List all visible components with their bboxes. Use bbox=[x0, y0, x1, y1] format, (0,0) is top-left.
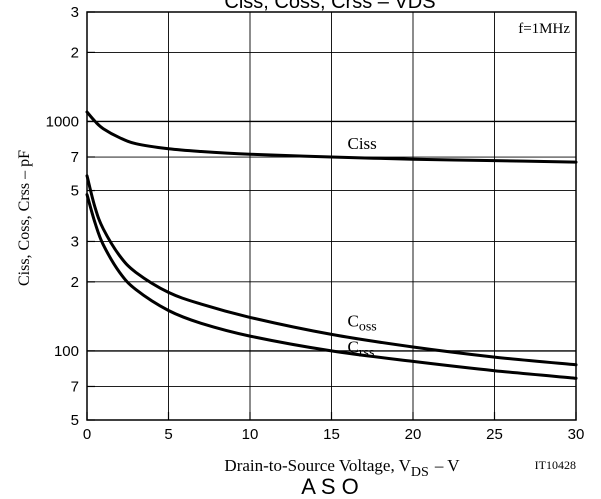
y-tick-label: 2 bbox=[71, 44, 79, 61]
x-tick-label: 5 bbox=[164, 426, 172, 443]
y-tick-label: 3 bbox=[71, 233, 79, 250]
y-tick-label: 7 bbox=[71, 378, 79, 395]
y-tick-label: 2 bbox=[71, 274, 79, 291]
series-lines bbox=[85, 110, 578, 380]
frequency-annotation: f=1MHz bbox=[518, 21, 570, 37]
series-label-crss: Crss bbox=[348, 337, 375, 360]
series-line-crss bbox=[85, 193, 578, 380]
x-tick-label: 25 bbox=[486, 426, 503, 443]
series-label-ciss: Ciss bbox=[348, 134, 377, 153]
y-tick-label: 3 bbox=[71, 4, 79, 21]
x-axis-label: Drain-to-Source Voltage, VDS – V bbox=[224, 456, 460, 480]
x-axis-label-subscript: DS bbox=[411, 465, 429, 480]
y-tick-label: 100 bbox=[54, 343, 79, 360]
y-axis-ticks: 3 2 1000 7 5 3 2 100 7 5 bbox=[46, 4, 95, 429]
x-axis-label-main: Drain-to-Source Voltage, V bbox=[224, 456, 411, 475]
chart-title: Ciss, Coss, Crss – VDS bbox=[224, 0, 435, 13]
y-tick-label: 1000 bbox=[46, 113, 79, 130]
figure-id-label: IT10428 bbox=[535, 458, 576, 472]
x-axis-label-unit: – V bbox=[434, 456, 460, 475]
y-tick-label: 7 bbox=[71, 149, 79, 166]
x-tick-label: 10 bbox=[242, 426, 259, 443]
x-tick-label: 0 bbox=[83, 426, 91, 443]
series-labels: Ciss Coss Crss bbox=[348, 134, 377, 360]
series-label-coss: Coss bbox=[348, 311, 377, 334]
y-axis-label: Ciss, Coss, Crss – pF bbox=[16, 150, 33, 286]
series-line-coss bbox=[85, 174, 578, 367]
footer-label: A S O bbox=[301, 474, 358, 499]
x-tick-label: 30 bbox=[568, 426, 585, 443]
x-axis-ticks: 0 5 10 15 20 25 30 bbox=[83, 412, 585, 443]
y-tick-label: 5 bbox=[71, 412, 79, 429]
x-tick-label: 20 bbox=[405, 426, 422, 443]
y-tick-label: 5 bbox=[71, 183, 79, 200]
series-line-ciss bbox=[85, 110, 578, 164]
x-tick-label: 15 bbox=[323, 426, 340, 443]
